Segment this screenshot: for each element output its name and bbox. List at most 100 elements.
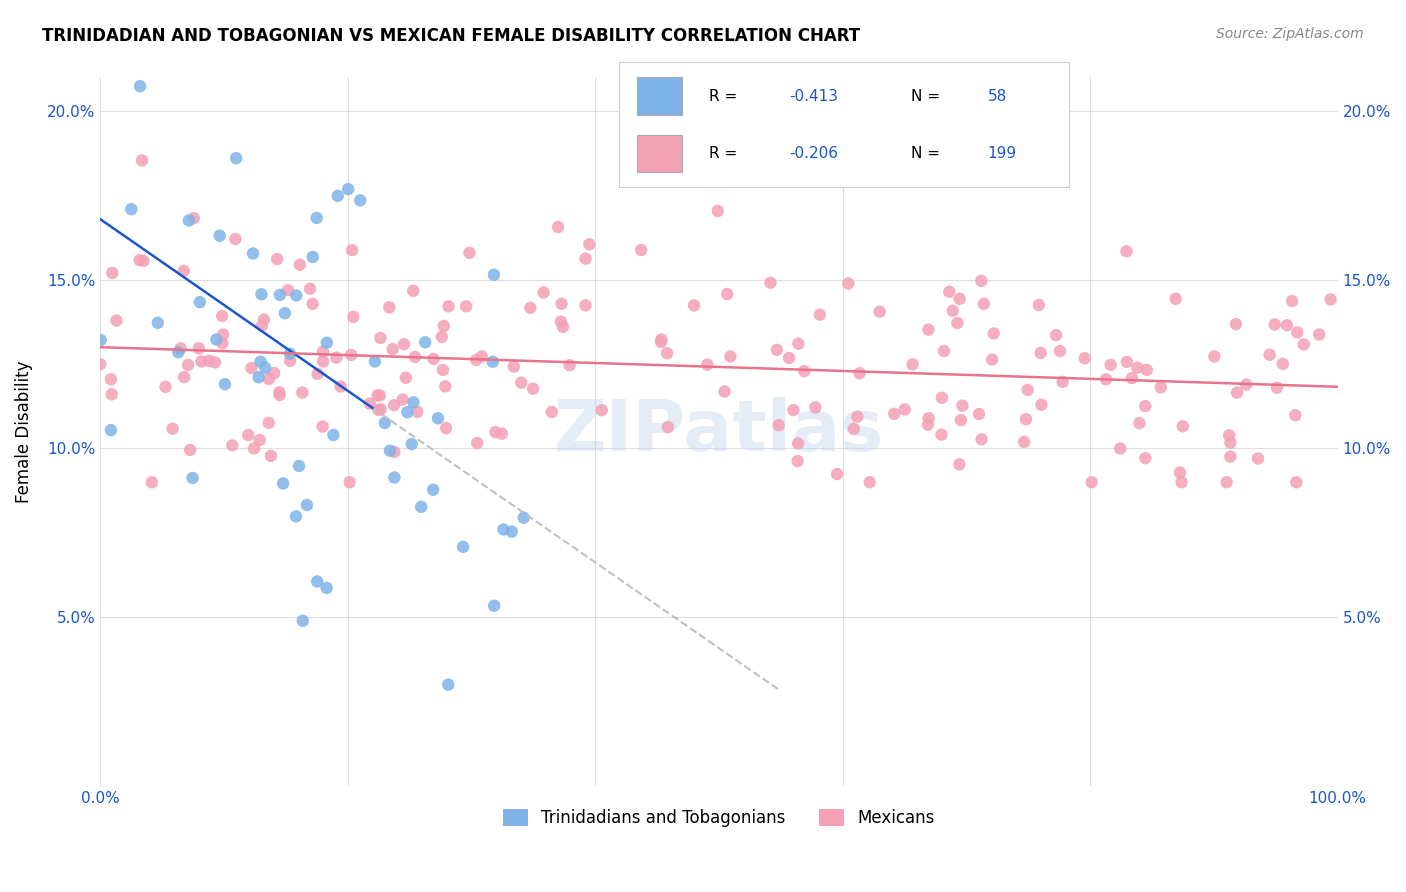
Point (1115, 244, 1137, 259)
Point (650, 333, 672, 347)
Point (422, 351, 444, 366)
Point (249, 354, 271, 368)
Point (214, 377, 236, 392)
Point (105, 313, 128, 327)
Point (793, 364, 815, 378)
Point (349, 194, 371, 208)
Point (257, 416, 280, 430)
Point (413, 335, 436, 350)
Point (253, 312, 276, 326)
Point (340, 243, 363, 257)
Point (277, 283, 299, 297)
Point (578, 237, 600, 252)
Point (650, 334, 672, 349)
Point (522, 382, 544, 396)
Point (322, 428, 344, 442)
Point (426, 411, 449, 425)
Point (205, 333, 228, 347)
Point (396, 405, 419, 419)
Point (931, 427, 953, 442)
Point (786, 454, 808, 468)
Point (1234, 377, 1257, 392)
FancyBboxPatch shape (637, 78, 682, 115)
Point (1215, 475, 1237, 490)
Point (1095, 372, 1118, 386)
Point (842, 422, 865, 436)
Point (547, 219, 569, 234)
Point (1308, 327, 1330, 342)
Point (1049, 344, 1071, 359)
Point (1135, 399, 1157, 413)
Point (1281, 293, 1303, 308)
Point (981, 352, 1004, 367)
Point (378, 301, 401, 315)
Point (370, 402, 392, 417)
Point (250, 287, 273, 301)
Point (848, 366, 870, 380)
Text: -0.413: -0.413 (790, 88, 838, 103)
Point (183, 211, 205, 226)
Point (177, 358, 200, 372)
Point (291, 614, 314, 628)
Point (482, 599, 505, 613)
Point (657, 420, 679, 434)
Point (378, 443, 401, 458)
Point (170, 342, 193, 356)
Point (716, 287, 738, 301)
Point (118, 37, 141, 51)
Point (1164, 292, 1187, 306)
Point (837, 277, 859, 291)
Point (359, 396, 381, 410)
Point (946, 316, 969, 330)
Point (967, 407, 990, 421)
Point (411, 500, 433, 514)
Point (1017, 383, 1039, 397)
Point (267, 42, 290, 56)
Text: N =: N = (911, 88, 945, 103)
Point (432, 363, 454, 377)
Point (942, 303, 965, 318)
Point (808, 308, 831, 322)
Point (932, 344, 955, 359)
Text: -0.206: -0.206 (790, 146, 838, 161)
Point (141, 475, 163, 490)
Point (1319, 293, 1341, 307)
Point (155, 380, 177, 394)
Point (188, 295, 211, 310)
Point (804, 401, 827, 415)
Point (211, 309, 233, 323)
Point (212, 327, 235, 342)
Point (128, 253, 150, 268)
Point (1099, 358, 1122, 372)
Point (269, 388, 291, 402)
Point (288, 258, 311, 272)
FancyBboxPatch shape (637, 135, 682, 172)
Point (1219, 450, 1241, 464)
Point (931, 391, 953, 405)
Point (451, 540, 474, 554)
Point (211, 336, 233, 351)
Point (291, 385, 314, 400)
Point (948, 458, 970, 472)
Point (1109, 442, 1132, 456)
Point (1292, 337, 1315, 351)
Point (422, 483, 444, 497)
Point (367, 403, 389, 417)
Point (381, 342, 404, 356)
Point (173, 264, 195, 278)
Point (970, 433, 993, 447)
Point (574, 252, 596, 266)
Point (187, 341, 209, 355)
Point (266, 252, 288, 266)
Point (1052, 375, 1074, 389)
Point (167, 345, 190, 359)
Point (1029, 346, 1052, 360)
Point (883, 407, 905, 421)
Point (1045, 328, 1067, 343)
Point (190, 354, 212, 368)
Point (973, 297, 995, 311)
Point (1219, 435, 1241, 450)
Point (342, 310, 364, 324)
Point (1271, 357, 1294, 371)
Point (1126, 360, 1149, 375)
